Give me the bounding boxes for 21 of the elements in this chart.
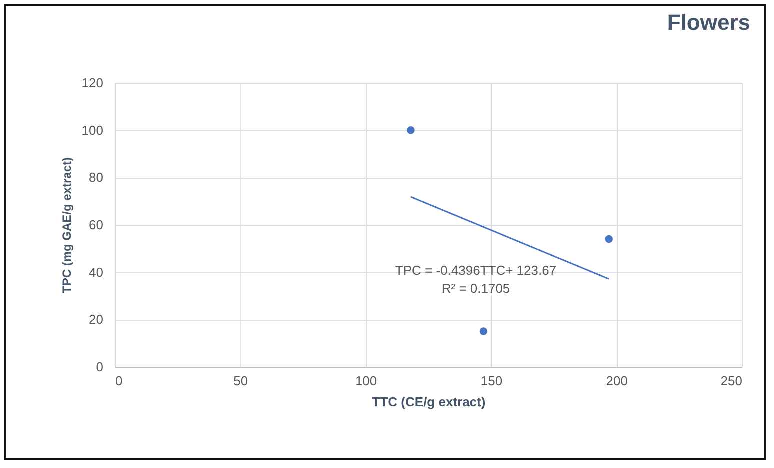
- y-tick-label: 60: [89, 218, 104, 232]
- point: [480, 328, 488, 336]
- y-tick-label: 100: [82, 122, 104, 138]
- x-tick-label: 0: [116, 374, 123, 388]
- chart-title: Flowers: [667, 10, 750, 35]
- x-tick-label: 250: [720, 374, 742, 388]
- annotation: TPC = -0.4396TTC+ 123.67: [395, 263, 557, 278]
- x-tick-label: 200: [606, 374, 628, 388]
- y-tick-label: 40: [89, 264, 104, 280]
- y-axis-title: TPC (mg GAE/g extract): [60, 157, 74, 294]
- x-tick-label: 50: [234, 374, 248, 388]
- annotation: R² = 0.1705: [442, 281, 510, 296]
- point: [407, 126, 415, 134]
- x-axis-title: TTC (CE/g extract): [372, 394, 486, 410]
- x-tick-label: 100: [355, 374, 378, 388]
- x-tick-label: 150: [480, 374, 503, 388]
- y-tick-label: 120: [82, 76, 104, 90]
- y-tick-label: 0: [96, 360, 104, 374]
- y-tick-label: 20: [89, 312, 104, 328]
- y-tick-label: 80: [89, 170, 104, 186]
- point: [605, 235, 613, 244]
